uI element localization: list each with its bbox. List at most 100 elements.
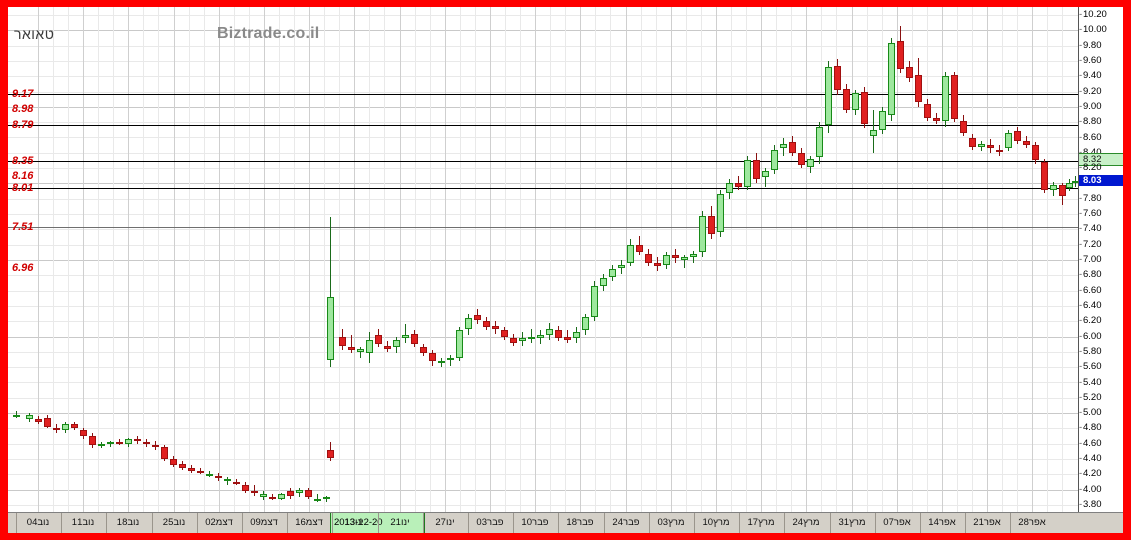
gridline-vertical-minor bbox=[972, 7, 973, 512]
candle-body bbox=[798, 152, 805, 166]
gridline-horizontal bbox=[8, 122, 1078, 123]
candle-wick bbox=[450, 354, 451, 366]
tick-dash: - bbox=[1079, 223, 1083, 235]
candle-body bbox=[627, 244, 634, 264]
tick-dash: - bbox=[1079, 499, 1083, 510]
price-plot-area[interactable]: 9.17 8.98 8.79 8.35 8.16 8.01 7.51 6.96 טאואר B… bbox=[8, 7, 1078, 512]
candle-body bbox=[348, 347, 355, 351]
gridline-vertical bbox=[128, 7, 129, 512]
price-tick-label: 8.20 bbox=[1083, 162, 1102, 174]
gridline-vertical-minor bbox=[98, 7, 99, 512]
candle-body bbox=[1059, 184, 1066, 196]
time-axis-separator bbox=[649, 513, 650, 533]
time-axis-separator bbox=[378, 513, 379, 533]
price-tick: -5.80 bbox=[1079, 346, 1123, 357]
cursor-price-badge[interactable]: -8.03 bbox=[1079, 175, 1123, 187]
candle-wick bbox=[360, 347, 361, 358]
price-tick: -7.20 bbox=[1079, 239, 1123, 250]
candle-body bbox=[609, 269, 616, 277]
candle-body bbox=[564, 336, 571, 340]
time-axis-separator bbox=[287, 513, 288, 533]
candle-body bbox=[582, 316, 589, 331]
price-tick-label: 3.80 bbox=[1083, 499, 1102, 510]
gridline-horizontal bbox=[8, 153, 1078, 154]
time-tick-label: ינו21 bbox=[390, 517, 410, 528]
price-level-line bbox=[8, 188, 1078, 189]
tick-dash: - bbox=[1079, 315, 1083, 327]
candle-body bbox=[411, 333, 418, 345]
candle-body bbox=[438, 361, 445, 364]
gridline-vertical-minor bbox=[339, 7, 340, 512]
gridline-vertical-minor bbox=[68, 7, 69, 512]
candle-body bbox=[1005, 132, 1012, 149]
price-tick-label: 7.60 bbox=[1083, 208, 1102, 220]
candle-body bbox=[170, 459, 177, 466]
gridline-vertical-minor bbox=[1017, 7, 1018, 512]
candle-body bbox=[420, 347, 427, 354]
price-axis[interactable]: -10.20 -10.00 -9.80 -9.60 -9.40 -9.20 -9.00 -8.… bbox=[1078, 7, 1123, 512]
gridline-vertical-minor bbox=[113, 7, 114, 512]
candle-body bbox=[215, 475, 222, 478]
time-tick-label: אפר07 bbox=[883, 517, 911, 528]
candle-body bbox=[951, 74, 958, 120]
time-tick-label: פבר03 bbox=[476, 517, 504, 528]
gridline-vertical-minor bbox=[957, 7, 958, 512]
candle-body bbox=[143, 442, 150, 445]
candle-body bbox=[314, 498, 321, 501]
candle-body bbox=[296, 489, 303, 493]
price-level-label: 7.51 bbox=[12, 221, 34, 233]
candle-body bbox=[852, 93, 859, 110]
time-tick-label: דצמ02 bbox=[205, 517, 233, 528]
price-tick: -6.40 bbox=[1079, 300, 1123, 311]
candle-body bbox=[366, 339, 373, 354]
candle-body bbox=[843, 88, 850, 110]
time-tick-label: פבר18 bbox=[566, 517, 594, 528]
price-tick: -6.20 bbox=[1079, 315, 1123, 326]
time-tick-label: מרץ03 bbox=[657, 517, 685, 528]
time-axis-separator bbox=[920, 513, 921, 533]
candle-body bbox=[789, 142, 796, 153]
candle-body bbox=[35, 419, 42, 423]
candle-body bbox=[897, 41, 904, 69]
price-tick-label: 5.20 bbox=[1083, 391, 1102, 403]
gridline-horizontal bbox=[8, 260, 1078, 261]
gridline-vertical bbox=[987, 7, 988, 512]
candle-wick bbox=[351, 335, 352, 354]
candle-body bbox=[465, 318, 472, 329]
candle-body bbox=[53, 428, 60, 431]
tick-dash: - bbox=[1079, 284, 1083, 296]
last-price-badge[interactable]: -8.32 bbox=[1079, 152, 1123, 166]
candle-body bbox=[456, 330, 463, 358]
price-tick-label: 9.60 bbox=[1083, 54, 1102, 66]
price-level-label: 8.01 bbox=[12, 182, 34, 194]
gridline-vertical-minor bbox=[701, 7, 702, 512]
tick-dash: - bbox=[1079, 345, 1083, 357]
candle-wick bbox=[405, 324, 406, 343]
candle-body bbox=[1032, 145, 1039, 161]
gridline-vertical-minor bbox=[143, 7, 144, 512]
candle-body bbox=[960, 120, 967, 133]
price-tick: -9.00 bbox=[1079, 101, 1123, 112]
candle-body bbox=[744, 160, 751, 187]
candle-body bbox=[197, 471, 204, 474]
candle-body bbox=[510, 338, 517, 343]
candle-body bbox=[13, 414, 20, 417]
price-tick: -9.80 bbox=[1079, 40, 1123, 51]
tick-dash: - bbox=[1079, 153, 1083, 165]
price-level-line bbox=[8, 227, 1078, 228]
price-tick-label: 8.32 bbox=[1083, 153, 1102, 165]
tick-dash: - bbox=[1079, 131, 1083, 143]
price-level-line bbox=[8, 161, 1078, 162]
date-cursor-highlight[interactable]: 2013-12-20 bbox=[330, 513, 425, 533]
gridline-horizontal bbox=[8, 183, 1078, 184]
gridline-horizontal bbox=[8, 168, 1078, 169]
tick-dash: - bbox=[1079, 299, 1083, 311]
candle-body bbox=[1041, 162, 1048, 190]
time-axis[interactable]: 2013-12-20 נוב04 נוב11 נוב18 נוב25 דצמ02 דצמ0… bbox=[8, 512, 1123, 533]
gridline-vertical bbox=[174, 7, 175, 512]
gridline-horizontal bbox=[8, 245, 1078, 246]
candle-body bbox=[161, 446, 168, 460]
candle-body bbox=[636, 244, 643, 253]
time-tick-label: מרץ10 bbox=[702, 517, 730, 528]
